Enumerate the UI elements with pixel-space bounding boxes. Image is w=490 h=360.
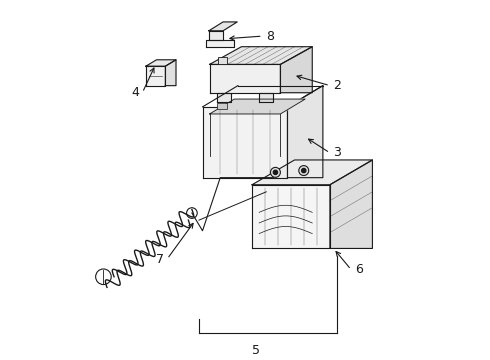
Circle shape	[302, 168, 306, 173]
Polygon shape	[202, 107, 288, 177]
Polygon shape	[146, 66, 165, 86]
Polygon shape	[146, 60, 176, 66]
Text: 7: 7	[156, 253, 164, 266]
Polygon shape	[165, 60, 176, 86]
Text: 2: 2	[334, 79, 342, 92]
Text: 4: 4	[131, 86, 139, 99]
Text: 6: 6	[355, 263, 363, 276]
Polygon shape	[217, 93, 231, 102]
Polygon shape	[252, 185, 330, 248]
Circle shape	[299, 166, 309, 176]
Polygon shape	[206, 40, 234, 47]
Polygon shape	[280, 47, 312, 93]
Polygon shape	[209, 31, 223, 40]
Polygon shape	[210, 64, 280, 93]
Text: 1: 1	[355, 207, 363, 220]
Circle shape	[273, 170, 277, 175]
Polygon shape	[288, 86, 323, 177]
Text: 8: 8	[266, 30, 274, 42]
Text: 5: 5	[252, 344, 260, 357]
Polygon shape	[209, 22, 237, 31]
Polygon shape	[210, 99, 305, 114]
Polygon shape	[210, 47, 312, 64]
Polygon shape	[259, 93, 273, 102]
Polygon shape	[252, 160, 372, 185]
Bar	[217, 103, 227, 109]
Text: 3: 3	[334, 147, 342, 159]
Bar	[219, 57, 227, 64]
Circle shape	[270, 167, 280, 177]
Polygon shape	[330, 160, 372, 248]
